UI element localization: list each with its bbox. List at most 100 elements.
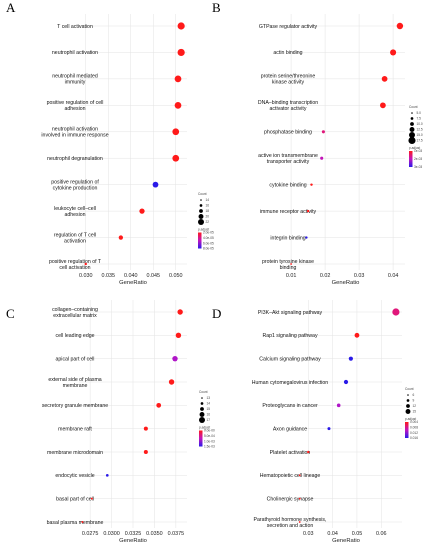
data-point [348, 356, 353, 361]
data-point [381, 76, 388, 82]
legend-color-title: p.adjust [199, 426, 210, 430]
legend-size-dot [411, 112, 413, 114]
category-label: Cholinergic synapse [267, 496, 314, 502]
legend-color-label: 6.0e-05 [203, 241, 214, 245]
legend-size-label: 16 [207, 413, 211, 417]
legend-color-label: 1e-03 [414, 149, 422, 153]
panel-b: B 0.01 0.02 0.03 0.04 GeneRatio GTPase regulat… [212, 0, 423, 286]
legend-color-label: 4.0e-05 [203, 236, 214, 240]
legend-size-dot [199, 204, 203, 207]
legend-color-label: 0.012 [410, 431, 418, 435]
x-tick-label: 0.04 [327, 531, 338, 537]
legend-size-dot [199, 209, 203, 213]
panel-label: A [6, 0, 16, 15]
data-point [298, 521, 301, 523]
category-label: positive regulation of cell adhesion [47, 100, 104, 112]
legend-size-dot [199, 417, 205, 423]
legend-size-dot [200, 402, 204, 405]
legend-color-bar [199, 430, 203, 447]
x-axis-label: GeneRatio [119, 538, 147, 544]
category-label: membrane microdomain [47, 450, 103, 456]
category-label: secretory granule membrane [42, 403, 108, 409]
panel-label: D [212, 306, 221, 321]
data-point [177, 22, 185, 30]
category-label: phosphatase binding [264, 130, 312, 136]
category-label: regulation of T cell activation [54, 232, 96, 244]
data-point [307, 450, 310, 454]
x-tick-label: 0.045 [147, 273, 161, 279]
x-tick-label: 0.0275 [82, 531, 99, 537]
data-point [156, 402, 162, 408]
data-point [327, 427, 331, 431]
legend-size-title: Count [405, 387, 414, 391]
data-point [310, 183, 313, 186]
data-point [143, 449, 148, 455]
legend-size-label: 18 [206, 209, 210, 213]
data-point [175, 332, 182, 339]
legend-color-title: p.adjust [405, 417, 416, 421]
category-label: external side of plasma membrane [48, 377, 101, 389]
category-label: T cell activation [57, 24, 93, 30]
legend-color-label: 0.008 [410, 426, 418, 430]
data-point [305, 236, 308, 239]
legend: Count 5.0 7.510.0 12.515.0 17.5 p.adjust1e-03… [408, 105, 423, 169]
data-point [336, 403, 341, 408]
category-label: endocytic vesicle [55, 473, 94, 479]
legend-size-label: 15.0 [417, 133, 423, 137]
legend-color-label: 0.016 [410, 436, 418, 440]
legend-color-label: 2.0e-05 [203, 231, 214, 235]
legend-size-label: 17 [207, 418, 211, 422]
legend-color-bar [405, 422, 409, 438]
legend-size-label: 17.5 [417, 139, 423, 143]
category-label: protein serine/threonine kinase activity [261, 74, 316, 86]
x-tick-label: 0.0350 [146, 531, 163, 537]
data-point [168, 379, 175, 385]
category-label: DNA–binding transcription activator activ… [258, 100, 318, 112]
data-point [306, 209, 310, 213]
panel-label: C [6, 306, 15, 321]
legend-size-label: 13 [207, 396, 211, 400]
legend-color-bar [409, 151, 413, 167]
legend-size-label: 12 [413, 404, 417, 408]
x-tick-label: 0.03 [303, 531, 314, 537]
category-label: neutrophil degranulation [47, 156, 103, 162]
data-point [298, 474, 301, 477]
data-point [81, 521, 84, 523]
panel-d: D 0.03 0.04 0.05 0.06 GeneRatio PI3K–Akt signa… [212, 300, 418, 544]
legend-size-dot [409, 132, 415, 138]
data-point [118, 235, 124, 240]
legend-size-label: 10.0 [417, 122, 423, 126]
category-label: Axon guidance [273, 426, 307, 432]
x-tick-label: 0.040 [124, 273, 138, 279]
x-tick-label: 0.02 [320, 273, 331, 279]
category-label: basal part of cell [56, 496, 94, 502]
x-axis-label: GeneRatio [332, 538, 360, 544]
legend-size-label: 14 [207, 402, 211, 406]
category-label: active ion transmembrane transporter acti… [258, 153, 318, 165]
legend-size-dot [410, 117, 414, 120]
data-point [143, 426, 148, 431]
legend-color-label: 0.004 [410, 420, 418, 424]
legend-size-title: Count [198, 192, 207, 196]
data-point [354, 332, 360, 338]
x-tick-label: 0.0375 [168, 531, 185, 537]
data-point [390, 49, 397, 56]
legend-color-label: 0.0e-00 [204, 429, 215, 433]
category-label: basal plasma membrane [47, 520, 104, 526]
data-point [321, 130, 325, 134]
category-label: Hematopoietic cell lineage [260, 473, 321, 479]
legend-size-dot [406, 404, 410, 408]
category-label: Rap1 signaling pathway [262, 333, 317, 339]
category-label: integrin binding [270, 235, 305, 241]
category-label: neutrophil mediated immunity [52, 74, 98, 86]
panel-label: B [212, 0, 221, 15]
legend-color-label: 8.0e-05 [203, 247, 214, 251]
data-point [172, 128, 180, 136]
legend-size-dot [198, 219, 204, 225]
legend-size-label: 16 [206, 204, 210, 208]
legend-size-title: Count [409, 105, 418, 109]
data-point [320, 156, 324, 160]
legend-color-label: 5.0e-04 [204, 434, 215, 438]
